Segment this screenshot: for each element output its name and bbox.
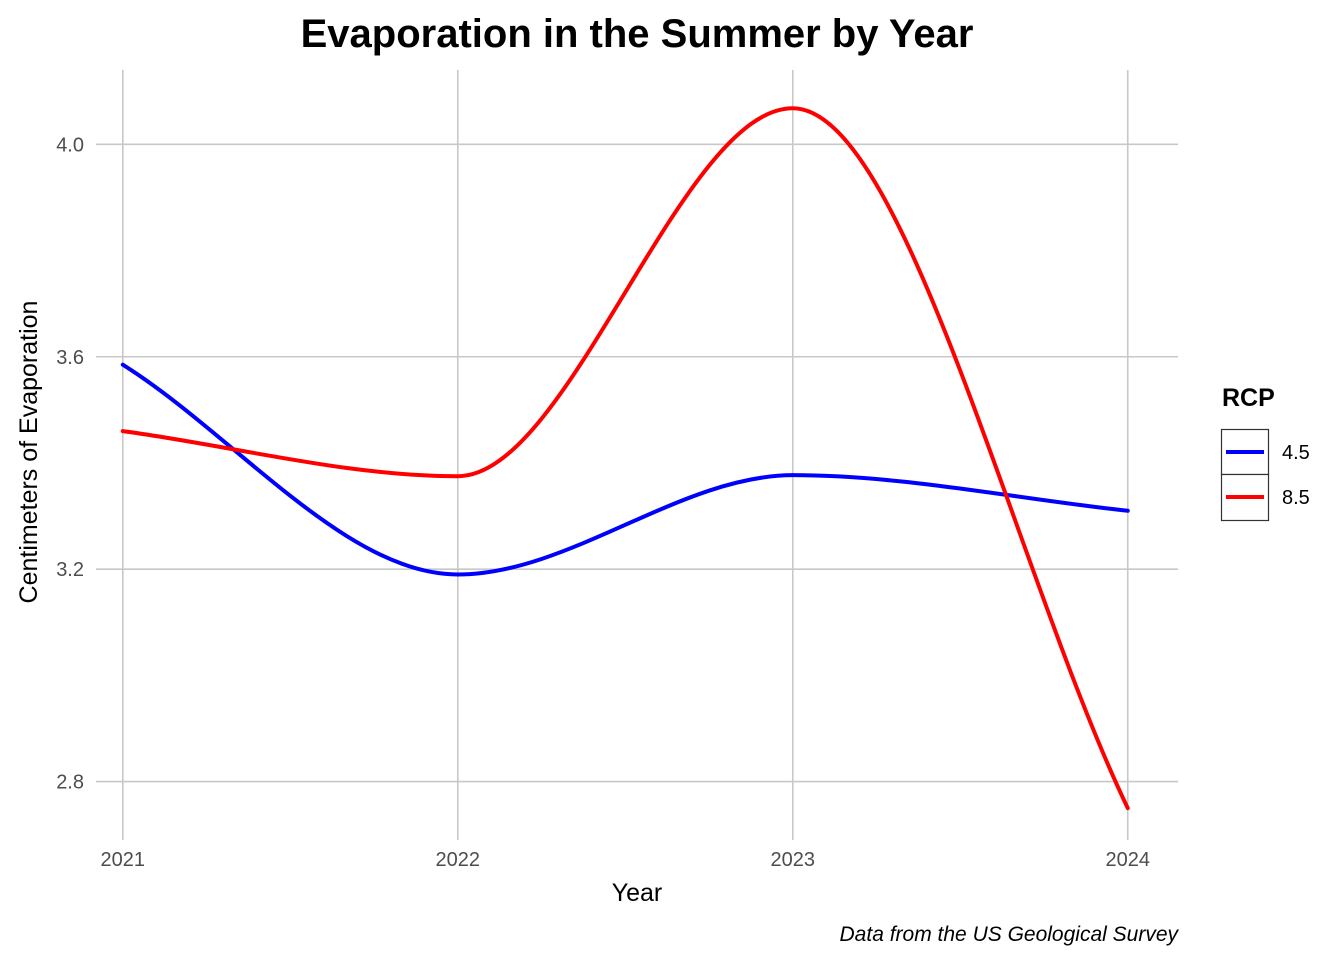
series-line-4-5: [120, 362, 1130, 577]
y-tick-label: 3.2: [56, 559, 84, 581]
legend-label-8-5: 8.5: [1282, 487, 1310, 509]
chart-title: Evaporation in the Summer by Year: [301, 12, 974, 56]
grid: [96, 70, 1178, 840]
legend-label-4-5: 4.5: [1282, 442, 1310, 464]
x-tick-label: 2022: [436, 849, 481, 871]
y-tick-label: 2.8: [56, 772, 84, 794]
series-line-8-5: [120, 106, 1130, 811]
legend: RCP 4.5 8.5: [1220, 384, 1310, 522]
x-tick-label: 2023: [771, 849, 816, 871]
legend-title: RCP: [1222, 384, 1275, 412]
chart-caption: Data from the US Geological Survey: [840, 923, 1180, 946]
y-axis-title: Centimeters of Evaporation: [15, 301, 43, 604]
x-tick-label: 2021: [101, 849, 146, 871]
series-lines: [120, 106, 1130, 811]
tick-labels: 2.8 3.2 3.6 4.0 2021 2022 2023 2024: [56, 134, 1150, 871]
y-tick-label: 4.0: [56, 134, 84, 156]
y-tick-label: 3.6: [56, 347, 84, 369]
x-tick-label: 2024: [1106, 849, 1151, 871]
x-axis-title: Year: [612, 879, 663, 907]
